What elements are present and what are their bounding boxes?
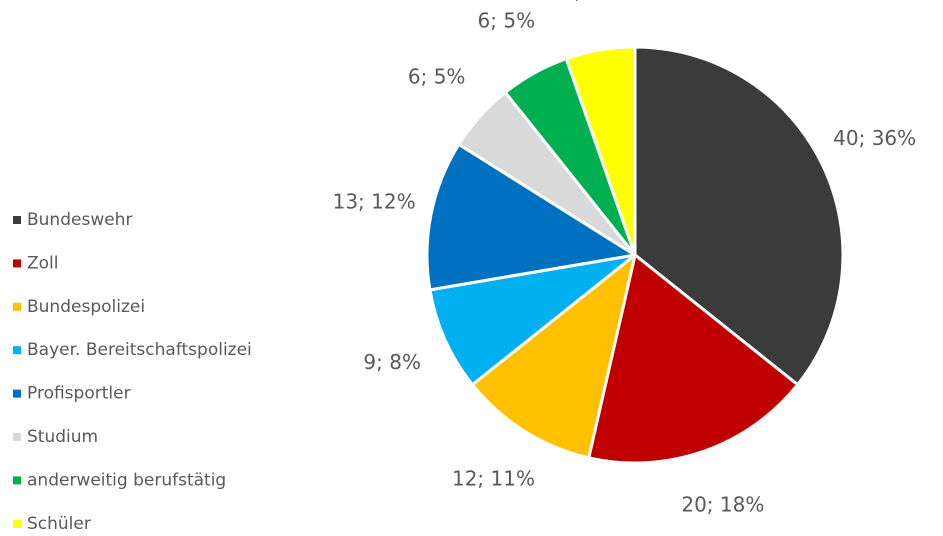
data-label: 6; 5%: [562, 0, 620, 3]
legend-label: Bundeswehr: [27, 210, 132, 230]
data-label: 6; 5%: [408, 64, 466, 88]
legend-swatch: [13, 346, 21, 355]
legend-label: Bayer. Bereitschaftspolizei: [27, 340, 252, 360]
pie-slice: [564, 45, 637, 257]
legend-label: Profisportler: [27, 384, 131, 404]
legend-label: anderweitig berufstätig: [27, 470, 226, 490]
legend-swatch: [13, 216, 21, 224]
pie-slice: [587, 253, 800, 465]
data-label: 13; 12%: [333, 190, 416, 214]
legend-swatch: [13, 519, 21, 528]
legend-swatch: [13, 302, 21, 311]
legend-label: Studium: [27, 427, 98, 447]
pie-slice: [633, 45, 845, 387]
data-label: 40; 36%: [833, 126, 916, 150]
legend-swatch: [13, 259, 21, 268]
pie-slice: [470, 253, 637, 460]
legend-swatch: [13, 389, 21, 398]
legend-swatch: [13, 476, 21, 485]
data-label: 9; 8%: [363, 350, 421, 374]
pie-slice: [425, 142, 637, 292]
legend-label: Schüler: [27, 514, 91, 534]
data-label: 12; 11%: [452, 467, 535, 491]
data-label: 6; 5%: [478, 9, 536, 33]
data-label: 20; 18%: [681, 493, 764, 517]
pie-slice: [428, 253, 637, 387]
legend-label: Zoll: [27, 253, 59, 273]
legend-label: Bundespolizei: [27, 297, 145, 317]
legend-swatch: [13, 433, 21, 441]
